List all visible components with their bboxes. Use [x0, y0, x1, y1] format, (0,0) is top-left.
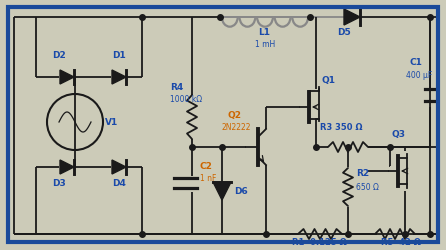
Polygon shape [213, 182, 231, 200]
Polygon shape [60, 160, 74, 174]
Text: 1 mH: 1 mH [255, 40, 275, 49]
Text: R3 350 Ω: R3 350 Ω [320, 122, 363, 132]
Text: R2: R2 [356, 168, 369, 177]
Text: C2: C2 [200, 161, 213, 170]
Polygon shape [112, 160, 126, 174]
Text: D5: D5 [337, 28, 351, 37]
Text: Q1: Q1 [322, 76, 336, 85]
Text: 400 μF: 400 μF [406, 71, 432, 80]
Text: V1: V1 [105, 118, 118, 127]
Polygon shape [60, 71, 74, 85]
Text: D3: D3 [52, 178, 66, 187]
Text: Q3: Q3 [391, 130, 405, 138]
Text: D6: D6 [234, 187, 248, 196]
Polygon shape [344, 10, 360, 26]
Text: D1: D1 [112, 51, 126, 60]
Text: 2N2222: 2N2222 [222, 122, 252, 132]
Polygon shape [112, 71, 126, 85]
Text: C1: C1 [410, 58, 423, 67]
Text: L1: L1 [258, 28, 270, 37]
Text: D4: D4 [112, 178, 126, 187]
Text: 1 nF: 1 nF [200, 173, 216, 182]
Text: D2: D2 [52, 51, 66, 60]
Text: 650 Ω: 650 Ω [356, 182, 379, 191]
Text: R4: R4 [170, 83, 183, 92]
Text: 1000 kΩ: 1000 kΩ [170, 94, 202, 104]
Text: R1  0.125 Ω: R1 0.125 Ω [292, 237, 347, 246]
Text: Q2: Q2 [228, 110, 242, 120]
Text: R5  42 Ω: R5 42 Ω [381, 237, 421, 246]
